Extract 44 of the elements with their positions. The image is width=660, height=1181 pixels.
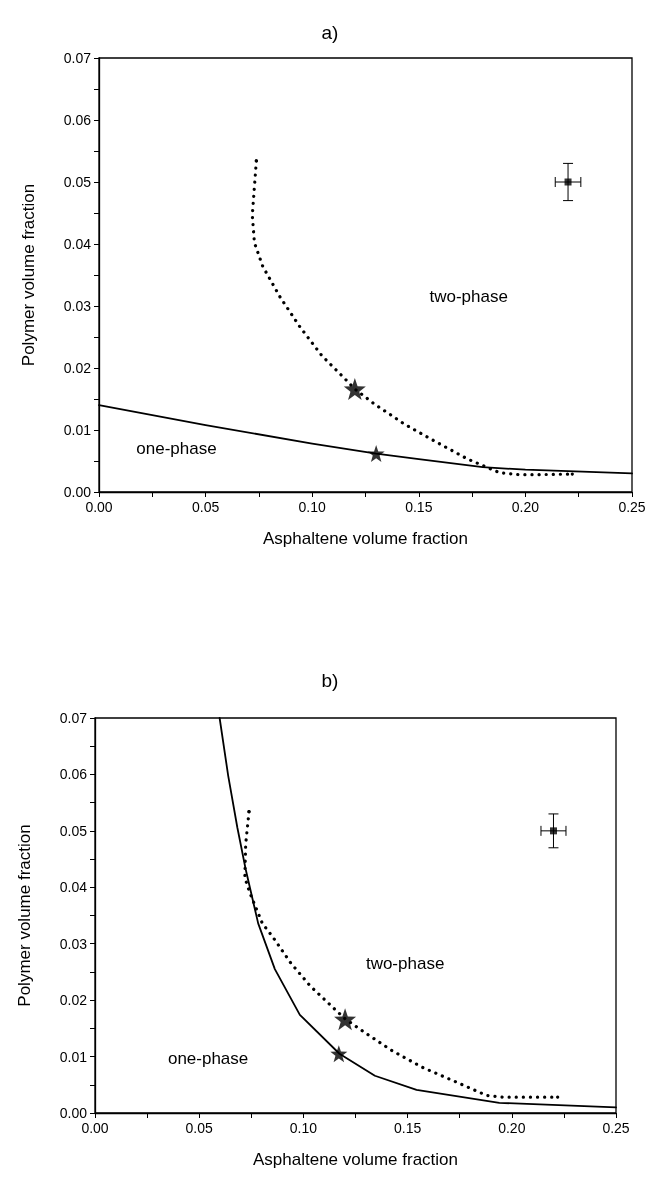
y-tick-label: 0.04 xyxy=(63,236,92,252)
x-tick-label: 0.10 xyxy=(289,1120,318,1136)
annotation: two-phase xyxy=(365,954,445,973)
y-tick-label: 0.06 xyxy=(63,112,92,128)
point xyxy=(367,445,385,463)
y-tick-label: 0.05 xyxy=(59,822,88,839)
y-tick-label: 0.05 xyxy=(63,174,92,190)
y-tick-label: 0.01 xyxy=(59,1048,88,1065)
y-tick-label: 0.02 xyxy=(59,992,88,1009)
y-axis-title: Polymer volume fraction xyxy=(19,183,38,367)
y-tick-label: 0.01 xyxy=(63,422,92,438)
y-tick-label: 0.07 xyxy=(63,50,92,66)
y-tick-label: 0.06 xyxy=(59,766,88,783)
y-tick-label: 0.00 xyxy=(59,1105,88,1121)
point xyxy=(330,1045,348,1063)
y-axis-title: Polymer volume fraction xyxy=(15,824,34,1007)
y-tick-label: 0.02 xyxy=(63,360,92,376)
point xyxy=(564,178,572,186)
x-tick-label: 0.15 xyxy=(405,499,433,515)
y-tick-label: 0.07 xyxy=(59,710,88,726)
x-axis-title: Asphaltene volume fraction xyxy=(262,529,469,548)
x-axis-title: Asphaltene volume fraction xyxy=(252,1150,459,1169)
point xyxy=(549,827,557,835)
x-tick-label: 0.25 xyxy=(618,499,646,515)
point xyxy=(343,378,366,401)
y-tick-label: 0.03 xyxy=(59,935,88,952)
x-tick-label: 0.05 xyxy=(191,499,220,515)
x-tick-label: 0.15 xyxy=(393,1120,422,1136)
x-tick-label: 0.20 xyxy=(511,499,540,515)
annotation: two-phase xyxy=(429,287,508,307)
annotation: one-phase xyxy=(136,438,217,458)
x-tick-label: 0.10 xyxy=(298,499,327,515)
y-tick-label: 0.03 xyxy=(63,298,92,314)
x-tick-label: 0.00 xyxy=(81,1120,109,1136)
annotation: one-phase xyxy=(167,1048,249,1068)
y-tick-label: 0.04 xyxy=(59,879,88,896)
x-tick-label: 0.25 xyxy=(602,1120,630,1136)
x-tick-label: 0.00 xyxy=(85,499,113,515)
x-tick-label: 0.20 xyxy=(498,1120,526,1136)
y-tick-label: 0.00 xyxy=(63,484,92,500)
point xyxy=(334,1008,357,1031)
chart-title: b) xyxy=(321,670,339,691)
x-tick-label: 0.05 xyxy=(185,1120,214,1136)
chart-title: a) xyxy=(321,22,339,43)
